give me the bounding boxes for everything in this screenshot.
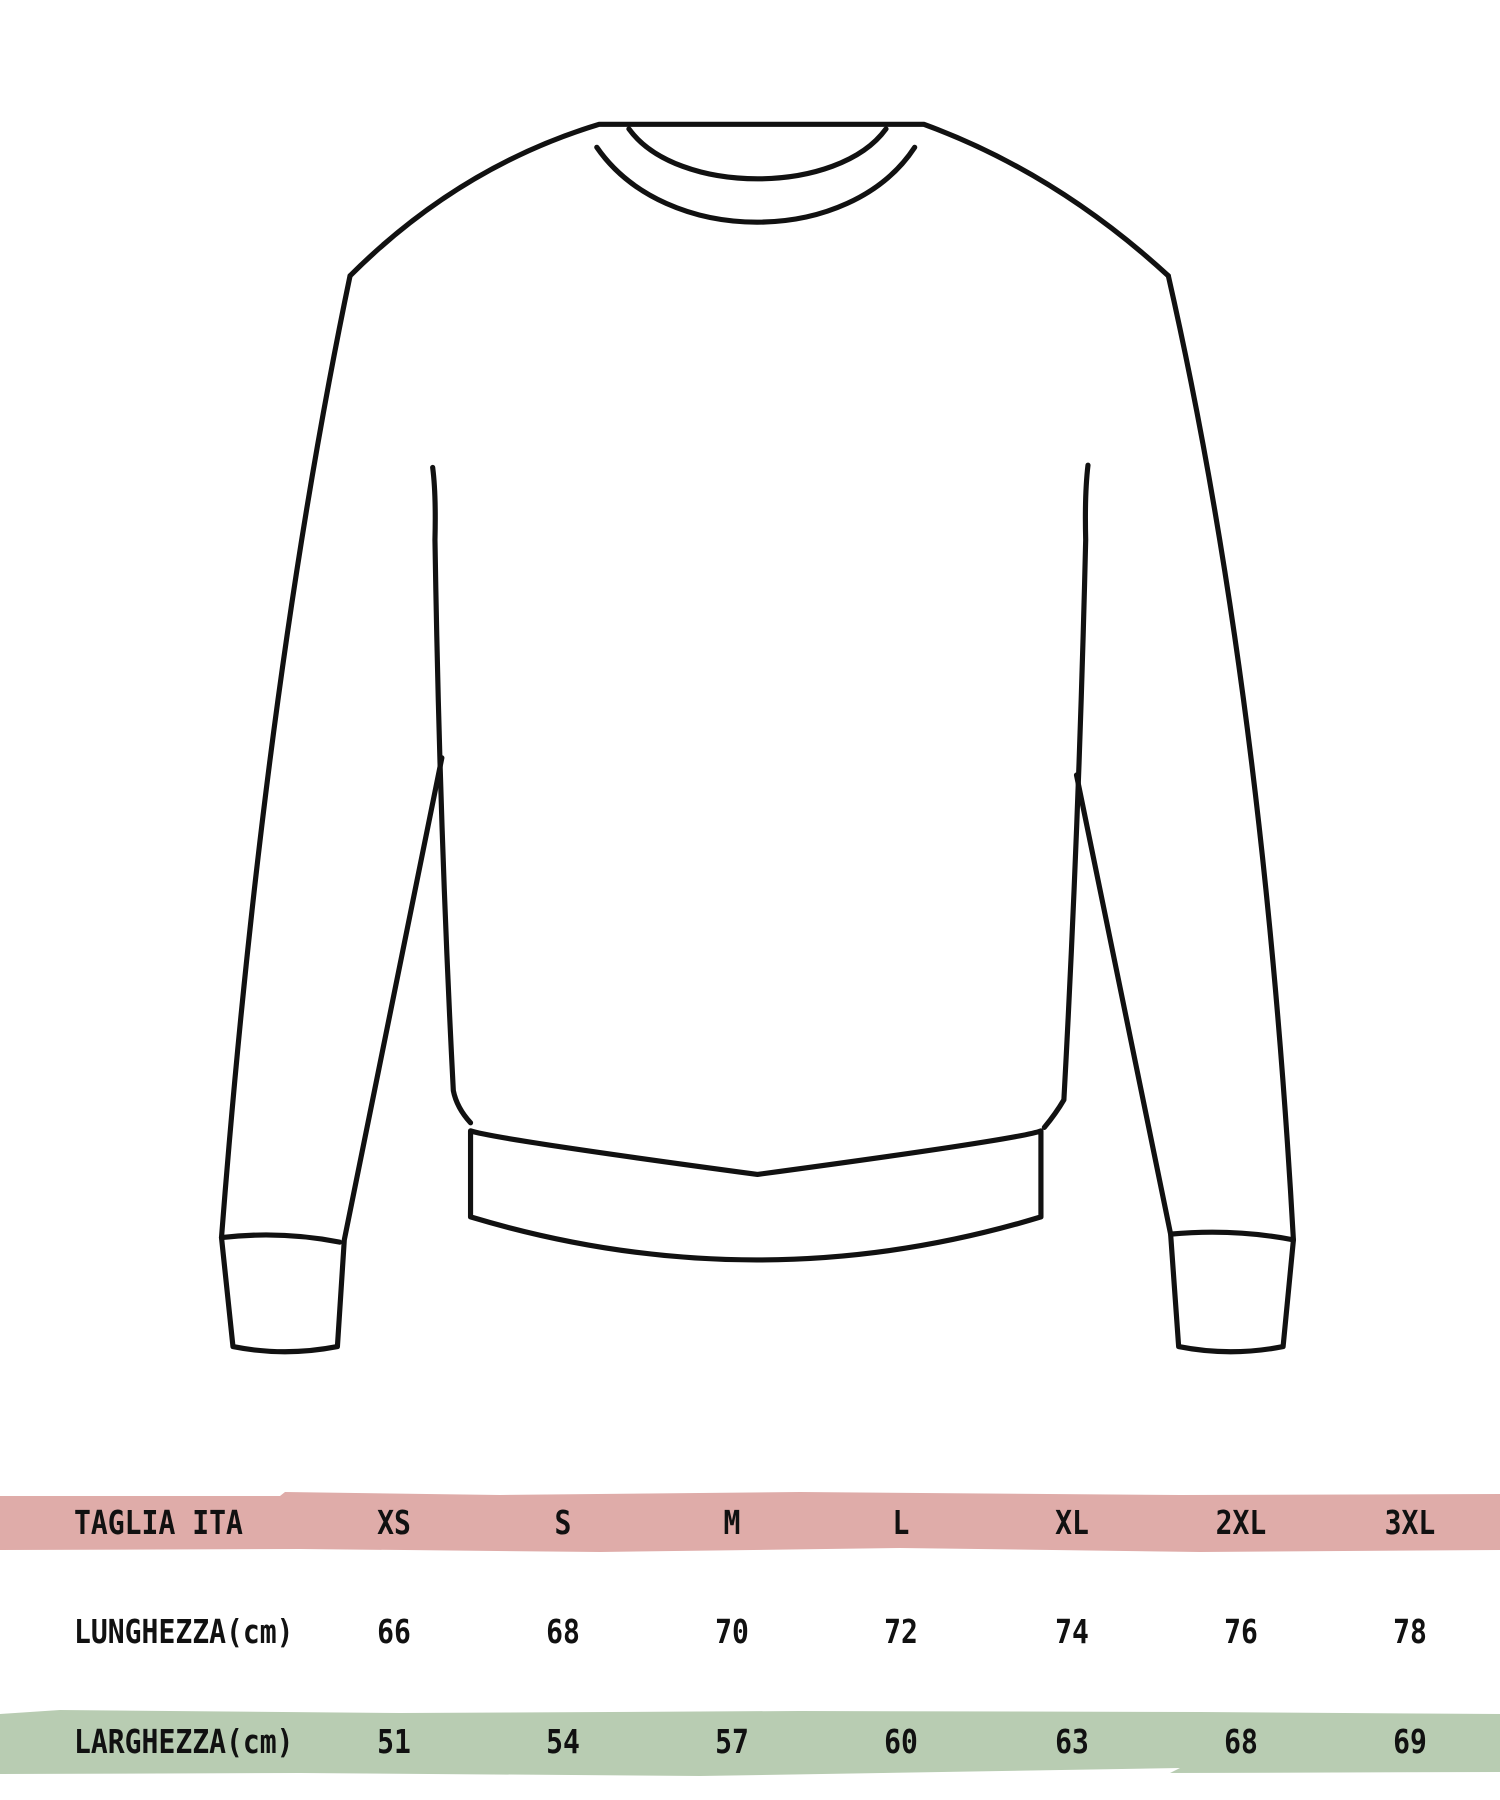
length-value: 68 xyxy=(546,1612,580,1651)
size-header-row: TAGLIA ITA XS S M L XL 2XL 3XL xyxy=(0,1493,1500,1553)
width-value: 68 xyxy=(1224,1722,1258,1761)
size-xl: XL xyxy=(1055,1503,1089,1542)
sweater-left-cuff xyxy=(218,1232,343,1245)
size-3xl: 3XL xyxy=(1384,1503,1436,1542)
size-l: L xyxy=(892,1503,910,1542)
width-value: 60 xyxy=(884,1722,918,1761)
size-m: M xyxy=(723,1503,741,1542)
size-header-label: TAGLIA ITA xyxy=(74,1503,243,1542)
length-value: 76 xyxy=(1224,1612,1258,1651)
width-value: 63 xyxy=(1055,1722,1089,1761)
sweater-body-right xyxy=(1041,462,1091,1130)
width-value: 69 xyxy=(1393,1722,1427,1761)
width-value: 51 xyxy=(377,1722,411,1761)
sweater-collar-inner xyxy=(626,126,889,182)
size-2xl: 2XL xyxy=(1215,1503,1267,1542)
width-value: 54 xyxy=(546,1722,580,1761)
width-row-band xyxy=(0,1710,1500,1776)
sweater-right-sleeve xyxy=(1073,273,1297,1355)
sweater-right-cuff xyxy=(1168,1229,1297,1243)
sweater-collar-outer xyxy=(594,144,918,225)
size-s: S xyxy=(554,1503,572,1542)
length-label: LUNGHEZZA(cm) xyxy=(74,1612,294,1651)
length-value: 66 xyxy=(377,1612,411,1651)
length-value: 72 xyxy=(884,1612,918,1651)
sweater-hem xyxy=(467,1128,1044,1263)
length-value: 78 xyxy=(1393,1612,1427,1651)
length-value: 74 xyxy=(1055,1612,1089,1651)
width-row: LARGHEZZA(cm) 51 54 57 60 63 68 69 xyxy=(0,1712,1500,1772)
length-row: LUNGHEZZA(cm) 66 68 70 72 74 76 78 xyxy=(0,1602,1500,1662)
width-value: 57 xyxy=(715,1722,749,1761)
size-xs: XS xyxy=(377,1503,411,1542)
width-label: LARGHEZZA(cm) xyxy=(74,1722,294,1761)
sweater-body-left xyxy=(430,464,474,1126)
sweater-shoulders xyxy=(347,121,1171,279)
size-header-band xyxy=(0,1492,1500,1552)
sweater-left-sleeve xyxy=(218,273,445,1355)
length-value: 70 xyxy=(715,1612,749,1651)
